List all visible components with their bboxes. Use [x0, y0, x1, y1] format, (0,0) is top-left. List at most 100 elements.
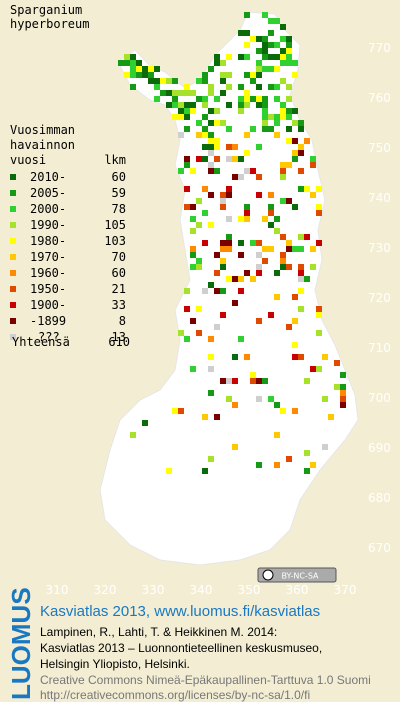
- headline: Kasviatlas 2013, www.luomus.fi/kasviatla…: [40, 603, 320, 620]
- observation-square: [202, 414, 208, 420]
- observation-square: [160, 90, 166, 96]
- observation-square: [172, 90, 178, 96]
- north-label: 680: [368, 491, 391, 505]
- observation-square: [238, 102, 244, 108]
- observation-square: [160, 78, 166, 84]
- legend: 2010- 60 2005- 59 2000- 78 1990- 105 1980- 103 197…: [10, 170, 126, 344]
- observation-square: [292, 156, 298, 162]
- legend-count: 78: [112, 202, 126, 216]
- observation-square: [238, 30, 244, 36]
- observation-square: [220, 78, 226, 84]
- observation-square: [298, 276, 304, 282]
- observation-square: [274, 18, 280, 24]
- observation-square: [226, 156, 232, 162]
- observation-square: [124, 54, 130, 60]
- observation-square: [166, 78, 172, 84]
- east-label: 350: [238, 583, 261, 597]
- observation-square: [292, 342, 298, 348]
- observation-square: [220, 60, 226, 66]
- observation-square: [322, 444, 328, 450]
- east-label: 320: [94, 583, 117, 597]
- observation-square: [208, 192, 214, 198]
- observation-square: [214, 288, 220, 294]
- observation-square: [196, 132, 202, 138]
- observation-square: [238, 108, 244, 114]
- observation-square: [214, 168, 220, 174]
- observation-square: [280, 168, 286, 174]
- observation-square: [304, 276, 310, 282]
- observation-square: [202, 78, 208, 84]
- observation-square: [190, 204, 196, 210]
- observation-square: [316, 204, 322, 210]
- observation-square: [250, 240, 256, 246]
- observation-square: [238, 216, 244, 222]
- observation-square: [184, 288, 190, 294]
- legend-swatch: [10, 206, 16, 212]
- observation-square: [226, 192, 232, 198]
- observation-square: [208, 168, 214, 174]
- observation-square: [202, 114, 208, 120]
- observation-square: [244, 204, 250, 210]
- observation-square: [196, 156, 202, 162]
- observation-square: [238, 336, 244, 342]
- observation-square: [184, 102, 190, 108]
- observation-square: [196, 264, 202, 270]
- observation-square: [268, 18, 274, 24]
- observation-square: [280, 36, 286, 42]
- observations: [118, 12, 346, 474]
- north-label: 770: [368, 41, 391, 55]
- observation-square: [298, 144, 304, 150]
- legend-swatch: [10, 286, 16, 292]
- observation-square: [184, 114, 190, 120]
- observation-square: [178, 132, 184, 138]
- observation-square: [256, 462, 262, 468]
- observation-square: [190, 102, 196, 108]
- title-line: hyperboreum: [10, 17, 89, 31]
- observation-square: [208, 282, 214, 288]
- observation-square: [256, 264, 262, 270]
- observation-square: [268, 30, 274, 36]
- observation-square: [178, 408, 184, 414]
- observation-square: [262, 258, 268, 264]
- east-label: 370: [334, 583, 357, 597]
- observation-square: [136, 60, 142, 66]
- observation-square: [172, 78, 178, 84]
- observation-square: [256, 240, 262, 246]
- observation-square: [340, 402, 346, 408]
- observation-square: [154, 96, 160, 102]
- observation-square: [244, 96, 250, 102]
- observation-square: [298, 306, 304, 312]
- observation-square: [196, 96, 202, 102]
- observation-square: [256, 192, 262, 198]
- observation-square: [256, 96, 262, 102]
- observation-square: [214, 156, 220, 162]
- east-label: 330: [142, 583, 165, 597]
- north-label: 700: [368, 391, 391, 405]
- observation-square: [280, 162, 286, 168]
- observation-square: [280, 48, 286, 54]
- citation: Helsingin Yliopisto, Helsinki.: [40, 657, 190, 671]
- observation-square: [220, 120, 226, 126]
- observation-square: [298, 168, 304, 174]
- observation-square: [268, 396, 274, 402]
- observation-square: [208, 144, 214, 150]
- observation-square: [208, 162, 214, 168]
- observation-square: [142, 72, 148, 78]
- observation-square: [292, 294, 298, 300]
- observation-square: [220, 246, 226, 252]
- observation-square: [244, 72, 250, 78]
- observation-square: [292, 120, 298, 126]
- observation-square: [286, 264, 292, 270]
- observation-square: [196, 78, 202, 84]
- observation-square: [190, 216, 196, 222]
- observation-square: [244, 168, 250, 174]
- observation-square: [226, 72, 232, 78]
- observation-square: [154, 66, 160, 72]
- legend-count: 105: [104, 218, 126, 232]
- observation-square: [316, 306, 322, 312]
- observation-square: [178, 330, 184, 336]
- observation-square: [196, 306, 202, 312]
- observation-square: [292, 108, 298, 114]
- observation-square: [226, 246, 232, 252]
- observation-square: [136, 66, 142, 72]
